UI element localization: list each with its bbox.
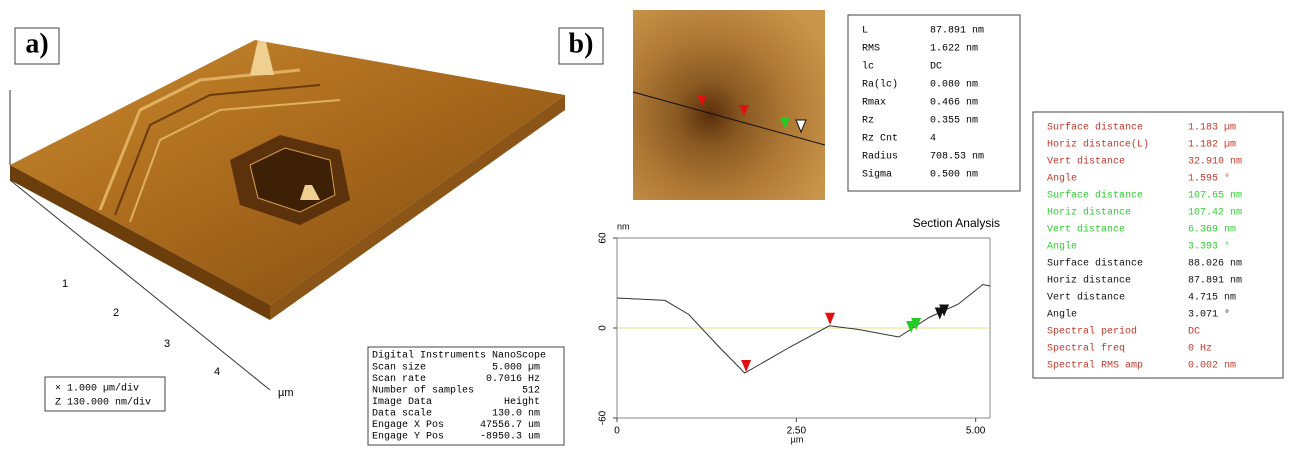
- measure-key: Spectral period: [1047, 326, 1137, 338]
- y-tick-label: -60: [598, 410, 609, 425]
- label-box: [14, 27, 60, 65]
- measure-key: Vert distance: [1047, 156, 1125, 168]
- info-value: 512: [522, 386, 540, 397]
- measure-key: Horiz distance(L): [1047, 139, 1149, 151]
- cursor-marker: [825, 312, 836, 325]
- stat-key: Ra(lc): [862, 79, 898, 91]
- afm-3d-view: [9, 40, 565, 391]
- info-value: 130.0 nm: [492, 409, 540, 420]
- x-tick-label: 5.00: [966, 426, 986, 437]
- axis-label: 4: [214, 366, 220, 378]
- stat-value: DC: [930, 62, 942, 73]
- stat-key: Radius: [862, 151, 898, 163]
- stat-value: 0.466 nm: [930, 98, 978, 109]
- measurement-table: [1032, 111, 1284, 379]
- x-tick-label: 0: [614, 426, 620, 437]
- scale-text: × 1.000 µm/div: [55, 383, 139, 395]
- info-value: -8950.3 um: [480, 432, 540, 443]
- stat-key: Rmax: [862, 98, 886, 109]
- measure-value: 107.65 nm: [1188, 191, 1242, 202]
- stat-value: 4: [930, 134, 936, 145]
- stat-key: Rz Cnt: [862, 134, 898, 145]
- measure-value: 3.071 °: [1188, 309, 1230, 321]
- stat-key: Sigma: [862, 169, 892, 181]
- info-key: Scan size: [372, 362, 426, 374]
- measure-key: Spectral RMS amp: [1047, 360, 1143, 372]
- measure-key: Surface distance: [1047, 122, 1143, 134]
- chart-title: Section Analysis: [913, 216, 1000, 230]
- stat-value: 87.891 nm: [930, 26, 984, 37]
- cursor-marker: [906, 321, 917, 333]
- axis-unit: µm: [278, 387, 294, 399]
- measure-key: Surface distance: [1047, 258, 1143, 270]
- cursor-marker: [741, 360, 752, 372]
- stat-key: lc: [862, 61, 874, 73]
- measure-key: Angle: [1047, 309, 1077, 321]
- panel-label: b): [569, 28, 594, 59]
- measure-value: 3.393 °: [1188, 241, 1230, 253]
- profile-line: [616, 283, 991, 374]
- measure-value: 4.715 nm: [1188, 293, 1236, 304]
- stat-value: 1.622 nm: [930, 44, 978, 55]
- stats-table: [847, 14, 1021, 192]
- info-value: 47556.7 um: [480, 420, 540, 431]
- measure-value: 32.910 nm: [1188, 157, 1242, 168]
- measure-key: Angle: [1047, 173, 1077, 185]
- measure-key: Surface distance: [1047, 190, 1143, 202]
- panel-label: a): [25, 28, 48, 59]
- info-key: Image Data: [372, 397, 432, 408]
- info-key: Data scale: [372, 408, 432, 420]
- scale-legend: [44, 376, 166, 412]
- measure-value: DC: [1188, 327, 1200, 338]
- stat-value: 708.53 nm: [930, 152, 984, 163]
- measure-key: Angle: [1047, 241, 1077, 253]
- x-unit: µm: [791, 434, 804, 444]
- stat-value: 0.080 nm: [930, 80, 978, 91]
- info-table: [367, 346, 565, 446]
- info-key: Engage Y Pos: [372, 432, 444, 443]
- label-box: [558, 27, 604, 65]
- axis-label: 3: [164, 338, 170, 350]
- stat-value: 0.355 nm: [930, 116, 978, 127]
- measure-key: Spectral freq: [1047, 343, 1125, 355]
- info-header: Digital Instruments NanoScope: [372, 350, 546, 362]
- info-key: Engage X Pos: [372, 420, 444, 431]
- measure-value: 0 Hz: [1188, 344, 1212, 355]
- info-value: 5.000 µm: [492, 363, 540, 374]
- measure-value: 6.369 nm: [1188, 225, 1236, 236]
- info-key: Scan rate: [372, 374, 426, 385]
- measure-key: Vert distance: [1047, 224, 1125, 236]
- measure-value: 1.595 °: [1188, 173, 1230, 185]
- stat-key: L: [862, 26, 868, 37]
- measure-key: Horiz distance: [1047, 275, 1131, 287]
- measure-value: 88.026 nm: [1188, 259, 1242, 270]
- measure-value: 107.42 nm: [1188, 208, 1242, 219]
- info-key: Number of samples: [372, 385, 474, 397]
- axis-label: 2: [113, 307, 119, 319]
- x-tick-label: 2.50: [787, 426, 807, 437]
- cursor-marker: [911, 318, 922, 330]
- measure-key: Vert distance: [1047, 292, 1125, 304]
- measure-value: 1.183 µm: [1188, 123, 1236, 134]
- measure-value: 0.002 nm: [1188, 361, 1236, 372]
- afm-top-view: [632, 10, 826, 200]
- y-tick-label: 0: [598, 325, 609, 331]
- measure-value: 1.182 µm: [1188, 140, 1236, 151]
- measure-key: Horiz distance: [1047, 207, 1131, 219]
- cursor-marker: [939, 304, 950, 317]
- info-value: Height: [504, 396, 540, 408]
- stat-value: 0.500 nm: [930, 170, 978, 181]
- stat-key: Rz: [862, 116, 874, 127]
- info-value: 0.7016 Hz: [486, 374, 540, 385]
- y-tick-label: 60: [598, 232, 609, 244]
- y-unit: nm: [617, 221, 630, 231]
- stat-key: RMS: [862, 44, 880, 55]
- measure-value: 87.891 nm: [1188, 276, 1242, 287]
- axis-label: 1: [62, 278, 68, 290]
- scale-text: Z 130.000 nm/div: [55, 397, 151, 409]
